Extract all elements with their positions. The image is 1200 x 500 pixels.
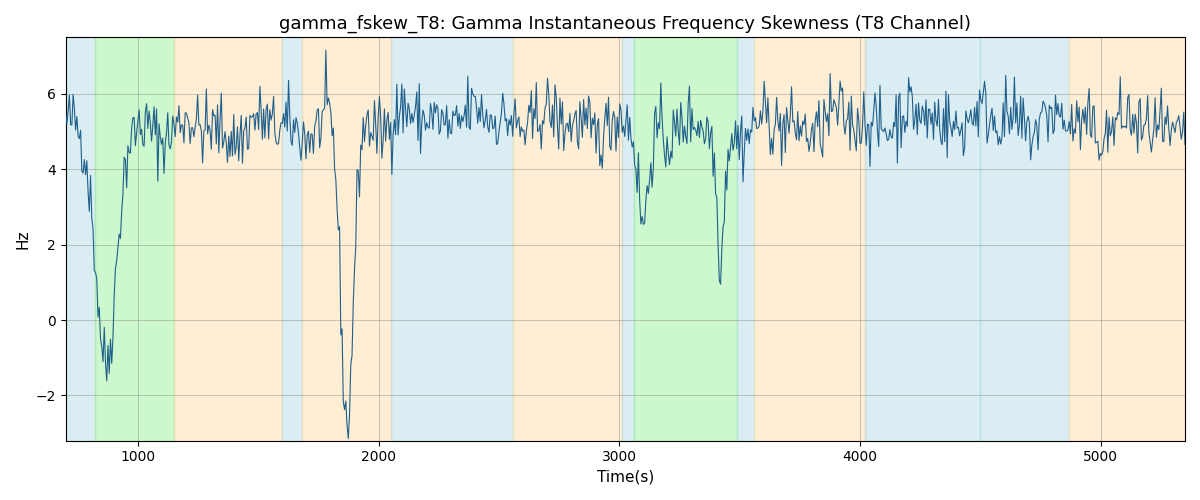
Bar [301, 38, 391, 440]
Bar [174, 38, 282, 440]
Bar [391, 38, 514, 440]
Bar [980, 38, 1069, 440]
Bar [66, 38, 95, 440]
Bar [634, 38, 737, 440]
Bar [754, 38, 865, 440]
Bar [1069, 38, 1186, 440]
Bar [622, 38, 634, 440]
Bar [282, 38, 301, 440]
X-axis label: Time(s): Time(s) [596, 470, 654, 485]
Bar [95, 38, 174, 440]
Title: gamma_fskew_T8: Gamma Instantaneous Frequency Skewness (T8 Channel): gamma_fskew_T8: Gamma Instantaneous Freq… [280, 15, 971, 34]
Bar [865, 38, 980, 440]
Y-axis label: Hz: Hz [16, 230, 30, 249]
Bar [514, 38, 622, 440]
Bar [737, 38, 754, 440]
